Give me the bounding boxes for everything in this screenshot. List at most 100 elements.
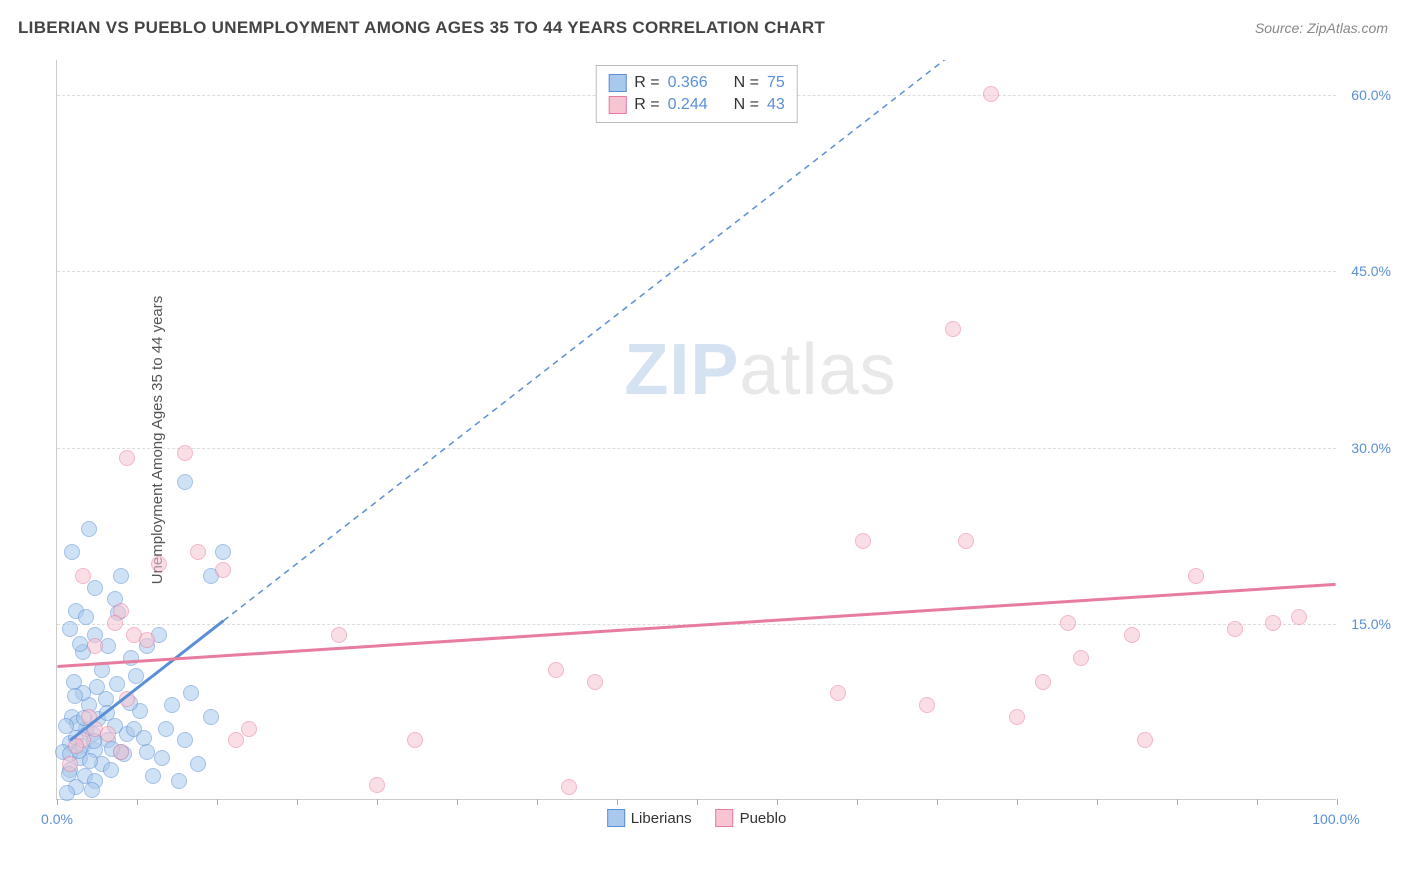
data-point xyxy=(136,730,152,746)
data-point xyxy=(587,674,603,690)
data-point xyxy=(1035,674,1051,690)
data-point xyxy=(62,621,78,637)
x-tick xyxy=(857,799,858,805)
data-point xyxy=(87,638,103,654)
data-point xyxy=(203,709,219,725)
data-point xyxy=(109,676,125,692)
data-point xyxy=(215,562,231,578)
x-max-label: 100.0% xyxy=(1312,811,1359,827)
x-tick xyxy=(1337,799,1338,805)
data-point xyxy=(89,679,105,695)
data-point xyxy=(84,782,100,798)
data-point xyxy=(190,544,206,560)
data-point xyxy=(81,709,97,725)
x-tick xyxy=(217,799,218,805)
data-point xyxy=(119,450,135,466)
data-point xyxy=(1227,621,1243,637)
legend-row-pueblo: R = 0.244 N = 43 xyxy=(608,94,785,116)
data-point xyxy=(241,721,257,737)
data-point xyxy=(1291,609,1307,625)
data-point xyxy=(113,744,129,760)
data-point xyxy=(113,568,129,584)
data-point xyxy=(94,662,110,678)
x-min-label: 0.0% xyxy=(41,811,73,827)
x-tick xyxy=(137,799,138,805)
y-tick-label: 15.0% xyxy=(1351,616,1391,632)
data-point xyxy=(190,756,206,772)
data-point xyxy=(87,580,103,596)
data-point xyxy=(100,726,116,742)
data-point xyxy=(331,627,347,643)
data-point xyxy=(369,777,385,793)
data-point xyxy=(183,685,199,701)
data-point xyxy=(561,779,577,795)
scatter-plot: ZIPatlas R = 0.366 N = 75 R = 0.244 N = … xyxy=(56,60,1336,800)
data-point xyxy=(119,691,135,707)
data-point xyxy=(983,86,999,102)
legend-stats: R = 0.366 N = 75 R = 0.244 N = 43 xyxy=(595,65,798,123)
data-point xyxy=(177,732,193,748)
data-point xyxy=(78,609,94,625)
data-point xyxy=(154,750,170,766)
swatch-pueblo xyxy=(608,96,626,114)
data-point xyxy=(64,544,80,560)
data-point xyxy=(75,568,91,584)
x-tick xyxy=(1257,799,1258,805)
data-point xyxy=(82,753,98,769)
data-point xyxy=(1137,732,1153,748)
gridline xyxy=(57,271,1336,272)
data-point xyxy=(228,732,244,748)
data-point xyxy=(1124,627,1140,643)
data-point xyxy=(139,744,155,760)
x-tick xyxy=(697,799,698,805)
data-point xyxy=(59,785,75,801)
data-point xyxy=(958,533,974,549)
data-point xyxy=(1060,615,1076,631)
data-point xyxy=(830,685,846,701)
chart-area: Unemployment Among Ages 35 to 44 years Z… xyxy=(48,60,1388,820)
data-point xyxy=(68,738,84,754)
gridline xyxy=(57,624,1336,625)
data-point xyxy=(1073,650,1089,666)
legend-series: Liberians Pueblo xyxy=(607,809,787,827)
x-tick xyxy=(57,799,58,805)
x-tick xyxy=(537,799,538,805)
data-point xyxy=(151,556,167,572)
x-tick xyxy=(457,799,458,805)
data-point xyxy=(177,445,193,461)
x-tick xyxy=(1097,799,1098,805)
x-tick xyxy=(1017,799,1018,805)
data-point xyxy=(58,718,74,734)
data-point xyxy=(171,773,187,789)
x-tick xyxy=(297,799,298,805)
data-point xyxy=(1009,709,1025,725)
data-point xyxy=(1188,568,1204,584)
data-point xyxy=(919,697,935,713)
data-point xyxy=(855,533,871,549)
data-point xyxy=(99,705,115,721)
x-tick xyxy=(617,799,618,805)
gridline xyxy=(57,448,1336,449)
x-tick xyxy=(777,799,778,805)
watermark: ZIPatlas xyxy=(624,329,896,411)
y-tick-label: 60.0% xyxy=(1351,87,1391,103)
swatch-liberians xyxy=(608,74,626,92)
x-tick xyxy=(937,799,938,805)
data-point xyxy=(103,762,119,778)
data-point xyxy=(62,756,78,772)
trend-lines xyxy=(57,60,1336,799)
header: LIBERIAN VS PUEBLO UNEMPLOYMENT AMONG AG… xyxy=(18,18,1388,38)
data-point xyxy=(164,697,180,713)
data-point xyxy=(72,636,88,652)
data-point xyxy=(145,768,161,784)
data-point xyxy=(1265,615,1281,631)
y-tick-label: 30.0% xyxy=(1351,440,1391,456)
data-point xyxy=(67,688,83,704)
data-point xyxy=(81,521,97,537)
data-point xyxy=(407,732,423,748)
data-point xyxy=(158,721,174,737)
data-point xyxy=(177,474,193,490)
data-point xyxy=(123,650,139,666)
legend-item-liberians: Liberians xyxy=(607,809,692,827)
data-point xyxy=(139,632,155,648)
